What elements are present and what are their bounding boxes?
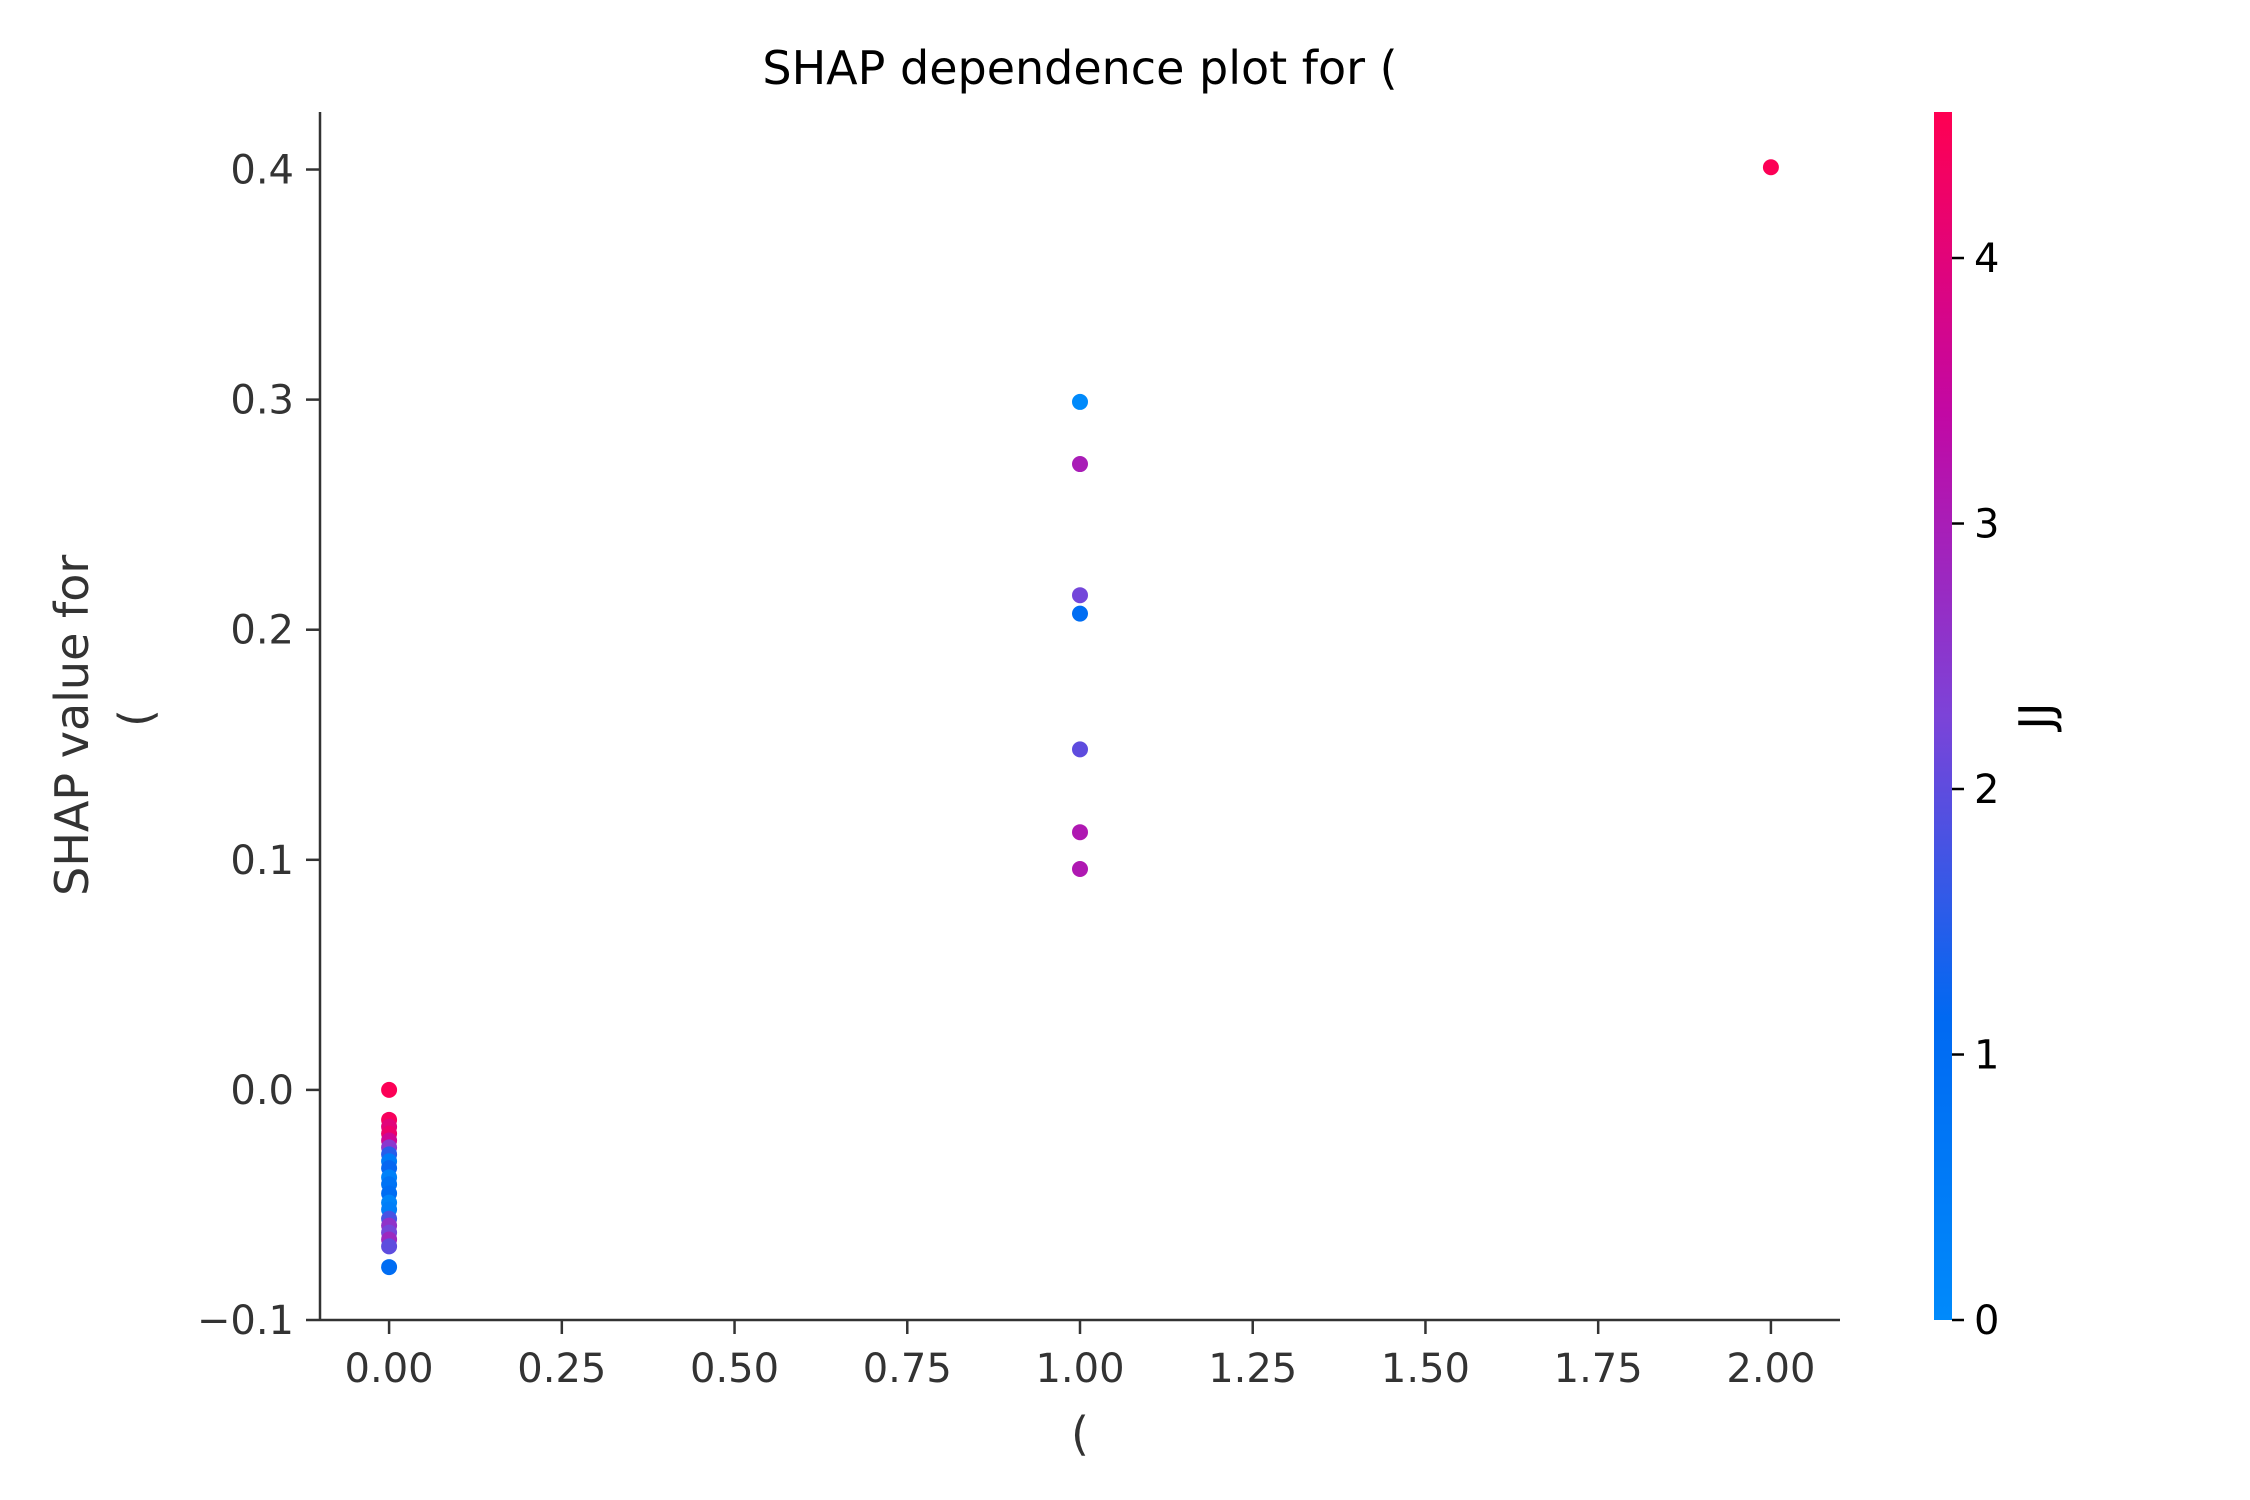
colorbar-tick-label: 4 [1974,236,1999,282]
scatter-points [381,159,1779,1276]
colorbar-ticks: 0 1 2 3 4 [1952,236,1999,1344]
scatter-point [1072,861,1088,878]
scatter-point [1072,587,1088,604]
x-tick-label: 1.75 [1554,1346,1643,1392]
scatter-point [1072,393,1088,410]
y-tick-label: 0.1 [230,838,294,884]
scatter-point [1072,824,1088,841]
x-axis: 0.00 0.25 0.50 0.75 1.00 1.25 1.50 1.75 2.00 [320,1318,1840,1392]
x-tick-label: 0.00 [345,1346,434,1392]
colorbar-tick-label: 1 [1974,1033,1999,1079]
y-axis-title-line-2: ( [109,709,163,727]
scatter-point [1762,159,1779,176]
y-axis-title: SHAP value for ( [45,540,163,896]
colorbar-tick-label: 2 [1974,767,1999,813]
scatter-point [1072,741,1088,758]
y-tick-label: 0.3 [230,378,294,424]
scatter-point [1072,605,1088,622]
x-tick-label: 1.25 [1208,1346,1297,1392]
colorbar-tick-label: 0 [1974,1298,1999,1344]
x-tick-label: 0.25 [517,1346,606,1392]
x-tick-label: 0.50 [690,1346,779,1392]
chart-title: SHAP dependence plot for ( [762,41,1397,95]
y-axis: −0.1 0.0 0.1 0.2 0.3 0.4 [197,112,322,1344]
scatter-point [381,1238,398,1255]
x-tick-label: 1.00 [1035,1346,1124,1392]
y-tick-label: 0.4 [230,148,294,194]
x-axis-title: ( [1071,1407,1089,1461]
scatter-point [1072,456,1088,473]
x-tick-label: 0.75 [863,1346,952,1392]
scatter-point [381,1081,398,1098]
y-tick-label: −0.1 [197,1298,294,1344]
y-tick-label: 0.2 [230,608,294,654]
colorbar [1934,112,1952,1320]
x-tick-label: 1.50 [1381,1346,1470,1392]
y-axis-title-line-1: SHAP value for [45,555,99,896]
x-tick-label: 2.00 [1726,1346,1815,1392]
y-tick-label: 0.0 [230,1068,294,1114]
scatter-point [381,1259,398,1276]
colorbar-tick-label: 3 [1974,502,1999,548]
colorbar-title: JJ [2009,702,2063,732]
